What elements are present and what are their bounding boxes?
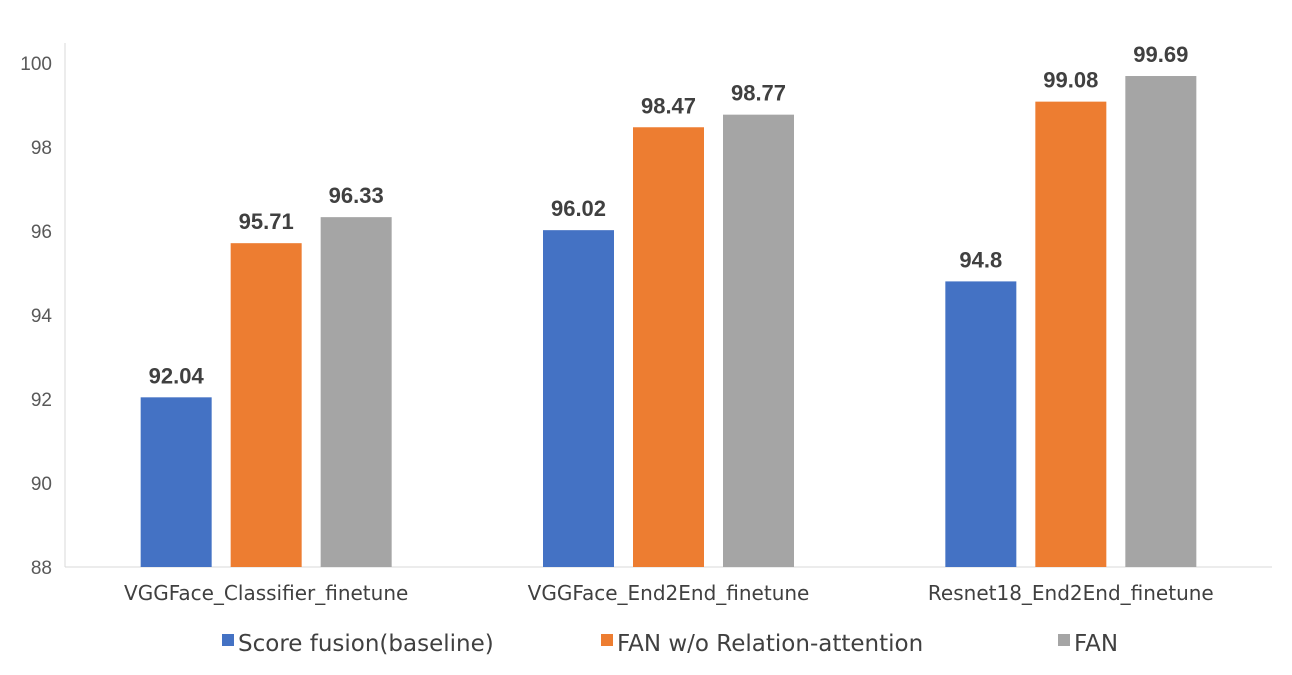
category-label: VGGFace_End2End_finetune	[528, 581, 810, 605]
legend-swatch	[601, 634, 613, 646]
data-label: 92.04	[149, 363, 205, 388]
bar	[543, 230, 614, 567]
data-label: 96.33	[329, 183, 384, 208]
bar	[320, 217, 392, 567]
y-tick-label: 88	[31, 558, 52, 579]
legend-swatch	[1058, 634, 1070, 646]
category-label: Resnet18_End2End_finetune	[928, 581, 1214, 605]
y-tick-label: 98	[31, 138, 52, 159]
data-label: 98.77	[731, 81, 786, 106]
bar	[723, 114, 794, 567]
category-label: VGGFace_Classifier_finetune	[124, 581, 408, 605]
bar	[140, 397, 212, 567]
y-tick-labels: 88 90 92 94 96 98 100	[20, 54, 52, 579]
data-label: 96.02	[551, 196, 606, 221]
category-labels: VGGFace_Classifier_finetune VGGFace_End2E…	[124, 581, 1214, 605]
bar	[230, 243, 302, 567]
bar	[633, 127, 704, 567]
y-tick-label: 92	[31, 390, 52, 411]
y-tick-label: 100	[20, 54, 52, 75]
legend-label: FAN	[1074, 631, 1118, 657]
y-tick-label: 90	[31, 474, 52, 495]
legend-swatch	[222, 634, 234, 646]
legend: Score fusion(baseline) FAN w/o Relation-a…	[222, 631, 1118, 657]
data-label: 99.08	[1043, 68, 1098, 93]
y-tick-label: 94	[31, 306, 53, 327]
bar	[1125, 76, 1197, 568]
legend-label: Score fusion(baseline)	[238, 631, 494, 657]
data-labels: 92.04 95.71 96.33 96.02 98.47 98.77 94.8 99.08 9…	[149, 42, 1189, 388]
bar	[945, 281, 1017, 567]
legend-label: FAN w/o Relation-attention	[617, 631, 923, 657]
data-label: 94.8	[959, 247, 1002, 272]
bar	[1035, 101, 1107, 567]
y-tick-label: 96	[31, 222, 52, 243]
data-label: 95.71	[239, 209, 294, 234]
data-label: 98.47	[641, 93, 696, 118]
bars	[140, 76, 1197, 568]
data-label: 99.69	[1133, 42, 1188, 67]
